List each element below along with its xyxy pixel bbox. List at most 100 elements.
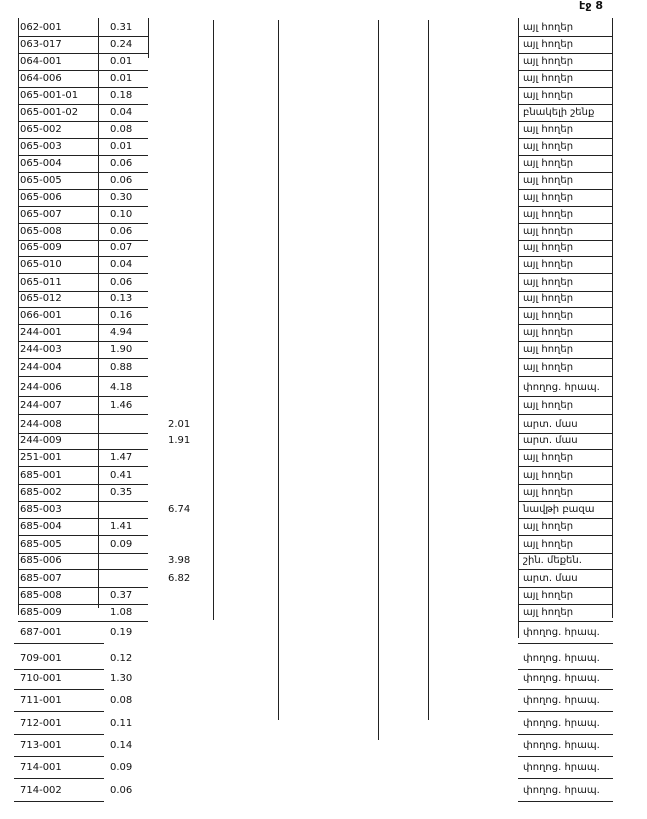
cell-use: փողոց. հրապ. xyxy=(523,762,600,773)
cell-code: 685-002 xyxy=(20,487,62,498)
cell-use: այլ հողեր xyxy=(523,192,574,203)
cell-code: 685-009 xyxy=(20,607,62,618)
rule xyxy=(213,20,214,620)
row-rule xyxy=(18,341,148,342)
row-rule xyxy=(18,553,148,554)
row-rule xyxy=(518,433,613,434)
rule xyxy=(148,18,149,58)
row-rule xyxy=(518,669,613,670)
cell-code: 244-001 xyxy=(20,327,62,338)
cell-area: 4.94 xyxy=(110,327,133,338)
cell-use: շին. մեքեն. xyxy=(523,555,582,566)
row-rule xyxy=(18,518,148,519)
cell-area: 1.47 xyxy=(110,452,133,463)
cell-code: 065-001-02 xyxy=(20,107,79,118)
row-rule xyxy=(18,291,148,292)
cell-area: 0.06 xyxy=(110,785,133,796)
row-rule xyxy=(18,223,148,224)
cell-use: այլ հողեր xyxy=(523,226,574,237)
rule xyxy=(18,18,19,615)
cell-area: 4.18 xyxy=(110,382,133,393)
row-rule xyxy=(18,121,148,122)
cell-area: 0.19 xyxy=(110,627,133,638)
row-rule xyxy=(518,801,613,802)
cell-use: այլ հողեր xyxy=(523,90,574,101)
row-rule xyxy=(518,155,613,156)
row-rule xyxy=(518,189,613,190)
cell-use: այլ հողեր xyxy=(523,124,574,135)
row-rule xyxy=(18,138,148,139)
cell-area: 0.06 xyxy=(110,277,133,288)
cell-code: 066-001 xyxy=(20,310,62,321)
cell-code: 062-001 xyxy=(20,22,62,33)
row-rule xyxy=(14,711,104,712)
cell-use: բնակելի շենք xyxy=(523,107,595,118)
cell-area: 0.24 xyxy=(110,39,133,50)
cell-area: 0.31 xyxy=(110,22,133,33)
cell-area: 0.88 xyxy=(110,362,133,373)
cell-use: այլ հողեր xyxy=(523,607,574,618)
cell-area: 0.01 xyxy=(110,73,133,84)
cell-use: փողոց. հրապ. xyxy=(523,740,600,751)
cell-use: այլ հողեր xyxy=(523,73,574,84)
cell-area: 0.37 xyxy=(110,590,133,601)
cell-code: 065-008 xyxy=(20,226,62,237)
row-rule xyxy=(518,341,613,342)
cell-code: 065-011 xyxy=(20,277,62,288)
cell-use: այլ հողեր xyxy=(523,539,574,550)
cell-area: 0.12 xyxy=(110,653,133,664)
cell-code: 685-008 xyxy=(20,590,62,601)
row-rule xyxy=(518,643,613,644)
cell-code: 712-001 xyxy=(20,718,62,729)
cell-use: փողոց. հրապ. xyxy=(523,382,600,393)
row-rule xyxy=(18,172,148,173)
cell-area: 1.46 xyxy=(110,400,133,411)
row-rule xyxy=(518,711,613,712)
cell-area: 1.90 xyxy=(110,344,133,355)
row-rule xyxy=(518,778,613,779)
cell-area: 0.18 xyxy=(110,90,133,101)
rule xyxy=(378,20,379,740)
row-rule xyxy=(18,155,148,156)
cell-use: այլ հողեր xyxy=(523,175,574,186)
cell-code: 709-001 xyxy=(20,653,62,664)
cell-use: այլ հողեր xyxy=(523,158,574,169)
cell-use: այլ հողեր xyxy=(523,22,574,33)
cell-use: փողոց. հրապ. xyxy=(523,695,600,706)
row-rule xyxy=(518,449,613,450)
cell-area: 0.01 xyxy=(110,141,133,152)
row-rule xyxy=(518,587,613,588)
row-rule xyxy=(518,553,613,554)
cell-area: 1.41 xyxy=(110,521,133,532)
row-rule xyxy=(518,756,613,757)
cell-code: 244-006 xyxy=(20,382,62,393)
row-rule xyxy=(14,756,104,757)
cell-code: 685-004 xyxy=(20,521,62,532)
cell-code: 687-001 xyxy=(20,627,62,638)
cell-use: նավթի բազա xyxy=(523,504,595,515)
cell-area: 0.35 xyxy=(110,487,133,498)
row-rule xyxy=(518,273,613,274)
cell-area: 0.10 xyxy=(110,209,133,220)
cell-code: 710-001 xyxy=(20,673,62,684)
cell-use: այլ հողեր xyxy=(523,344,574,355)
cell-code: 065-002 xyxy=(20,124,62,135)
row-rule xyxy=(518,396,613,397)
cell-code: 065-003 xyxy=(20,141,62,152)
cell-area2: 6.82 xyxy=(168,573,191,584)
cell-area: 1.30 xyxy=(110,673,133,684)
cell-code: 244-009 xyxy=(20,435,62,446)
row-rule xyxy=(18,466,148,467)
rule xyxy=(278,20,279,720)
cell-code: 065-001-01 xyxy=(20,90,79,101)
cell-area2: 3.98 xyxy=(168,555,191,566)
row-rule xyxy=(18,449,148,450)
row-rule xyxy=(18,569,148,570)
cell-area2: 2.01 xyxy=(168,419,191,430)
row-rule xyxy=(18,189,148,190)
cell-code: 065-006 xyxy=(20,192,62,203)
row-rule xyxy=(518,70,613,71)
cell-use: այլ հողեր xyxy=(523,293,574,304)
row-rule xyxy=(518,307,613,308)
row-rule xyxy=(518,138,613,139)
